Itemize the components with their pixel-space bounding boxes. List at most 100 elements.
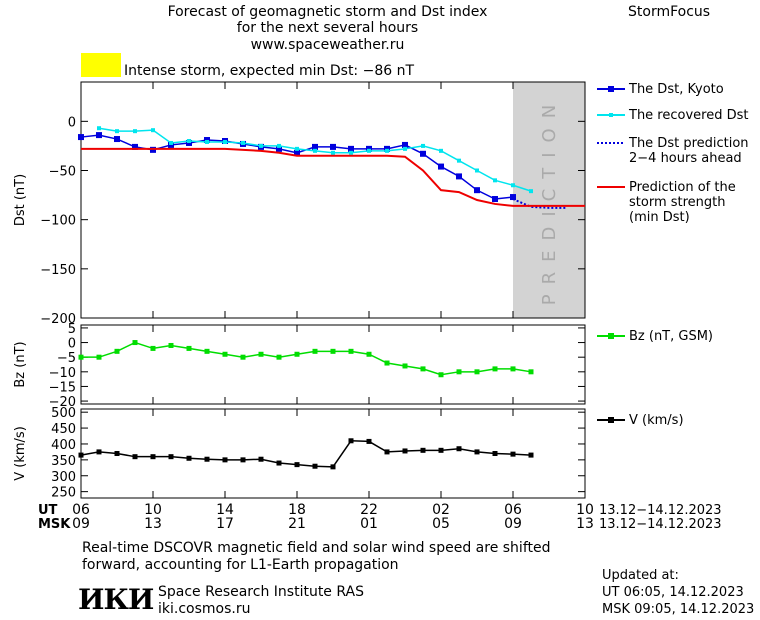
bz-series-0-point <box>456 369 462 375</box>
iki-logo: ИКИ <box>78 583 154 616</box>
v-ytick-label: 350 <box>51 454 76 469</box>
legend-dst-0-label: The Dst, Kyoto <box>628 82 724 97</box>
dst-panel-frame <box>80 81 586 319</box>
bz-series-0-point <box>114 348 120 354</box>
legend-dst-1-marker <box>609 113 613 117</box>
legend-dst-2-label: The Dst prediction <box>628 136 749 151</box>
updated-label: Updated at: <box>602 568 679 583</box>
dst-series-1-point <box>151 128 155 133</box>
title-line2: for the next several hours <box>236 20 419 36</box>
x-axis-date-range-msk: 13.12−14.12.2023 <box>599 517 722 532</box>
v-ytick-label: 450 <box>51 422 76 437</box>
legend-dst-1-label: The recovered Dst <box>628 108 748 123</box>
dst-ylabel: Dst (nT) <box>13 174 28 226</box>
v-ylabel: V (km/s) <box>13 426 28 481</box>
bz-series-0-point <box>348 348 354 354</box>
legend-bz-label: Bz (nT, GSM) <box>629 329 713 344</box>
v-series-0-point <box>294 462 300 468</box>
bz-series-0-point <box>420 366 426 372</box>
bz-ytick-label: 0 <box>68 337 76 352</box>
bz-series-0-point <box>528 369 534 375</box>
v-series-0-point <box>168 454 174 460</box>
bz-series-0-point <box>402 363 408 369</box>
dst-series-0-point <box>474 187 480 194</box>
dst-series-3-line <box>81 147 585 207</box>
v-ytick-label: 400 <box>51 438 76 453</box>
dst-ytick-label: 0 <box>68 115 76 130</box>
dst-series-0-point <box>348 145 354 152</box>
dst-series-1-point <box>97 126 101 131</box>
bz-series-0-point <box>168 342 174 348</box>
dst-series-1-point <box>511 183 515 188</box>
v-series-0-point <box>132 454 138 460</box>
brand-name: StormFocus <box>628 4 711 20</box>
x-tick-ut-label: 10 <box>144 502 162 518</box>
bz-series-0-point <box>510 366 516 372</box>
bz-series-0-point <box>258 351 264 357</box>
dst-series-2-line <box>512 198 567 209</box>
v-series-0-point <box>492 451 498 456</box>
prediction-label: PREDICTION <box>539 95 560 305</box>
x-tick-ut-label: 06 <box>504 502 522 518</box>
bz-series-0-point <box>240 354 246 360</box>
v-ytick-label: 250 <box>51 486 76 501</box>
institute-name: Space Research Institute RAS <box>158 584 364 600</box>
site-url[interactable]: www.spaceweather.ru <box>250 37 405 53</box>
x-tick-msk-label: 09 <box>504 516 522 532</box>
dst-series-0-point <box>96 132 102 139</box>
v-series-0-point <box>222 457 228 463</box>
v-ytick-label: 300 <box>51 470 76 485</box>
updated-ut: UT 06:05, 14.12.2023 <box>602 585 744 600</box>
dst-series-0-point <box>492 196 498 203</box>
v-series-0-point <box>330 464 336 470</box>
bz-series-0-point <box>384 360 390 366</box>
v-series-0-point <box>420 447 426 453</box>
legend-dst-3-sublabel: storm strength <box>629 195 726 210</box>
x-tick-ut-label: 06 <box>72 502 90 518</box>
x-tick-ut-label: 10 <box>576 502 594 518</box>
bz-series-0-point <box>276 354 282 360</box>
bz-series-0-point <box>96 354 102 360</box>
legend-bz-marker <box>608 333 614 339</box>
dst-series-1-point <box>331 150 335 155</box>
dst-series-0-point <box>114 136 120 143</box>
title-line1: Forecast of geomagnetic storm and Dst in… <box>167 4 488 20</box>
dst-series-0-point <box>276 145 282 152</box>
legend-dst-0-marker <box>608 86 614 92</box>
dst-series-1-point <box>349 150 353 155</box>
bz-series-0-point <box>132 340 138 346</box>
x-tick-msk-label: 13 <box>576 516 594 532</box>
legend-v-label: V (km/s) <box>629 413 684 428</box>
v-series-0-point <box>96 449 102 455</box>
v-series-0-point <box>528 452 534 458</box>
dst-series-1-point <box>187 139 191 143</box>
updated-msk: MSK 09:05, 14.12.2023 <box>602 602 755 617</box>
v-series-0-line <box>80 440 532 468</box>
bz-series-0-point <box>186 345 192 351</box>
dst-series-1-point <box>277 143 281 148</box>
bz-series-0-point <box>294 351 300 357</box>
dst-series-0-point <box>510 194 516 201</box>
v-series-0-point <box>438 447 444 453</box>
v-series-0-point <box>240 457 246 463</box>
bz-ytick-label: −15 <box>49 380 76 395</box>
x-tick-msk-label: 05 <box>432 516 450 532</box>
prediction-zone <box>513 82 585 318</box>
dst-series-0-point <box>456 173 462 180</box>
dst-series-0-point <box>420 150 426 157</box>
dst-series-1-point <box>133 129 137 134</box>
bz-series-0-point <box>330 348 336 354</box>
institute-site[interactable]: iki.cosmos.ru <box>158 601 251 617</box>
bz-series-0-point <box>150 345 156 351</box>
dst-series-0-point <box>330 143 336 150</box>
bz-series-0-point <box>366 351 372 357</box>
dst-series-1-point <box>259 143 263 148</box>
dst-ytick-label: −50 <box>49 165 76 180</box>
dst-series-1-point <box>529 189 533 194</box>
dst-ytick-label: −100 <box>40 214 76 229</box>
bz-series-0-point <box>222 351 228 357</box>
dst-series-1-point <box>295 146 299 151</box>
x-axis-msk-label: MSK <box>38 517 71 532</box>
dst-series-1-point <box>205 139 209 144</box>
